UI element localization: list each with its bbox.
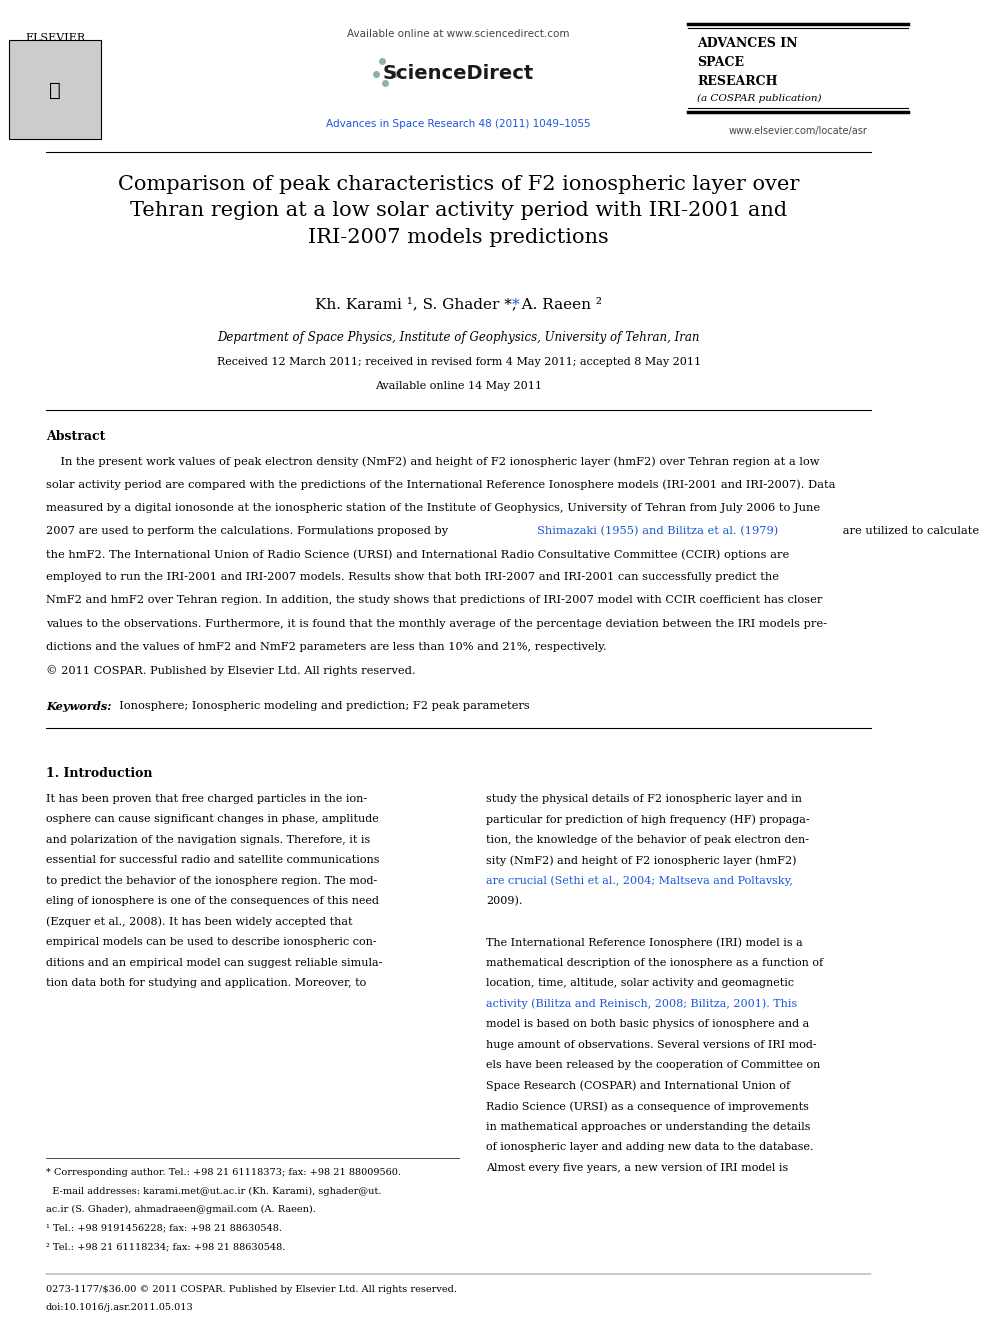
Text: ditions and an empirical model can suggest reliable simula-: ditions and an empirical model can sugge… xyxy=(46,958,382,968)
Text: ELSEVIER: ELSEVIER xyxy=(25,33,85,44)
Text: are utilized to calculate: are utilized to calculate xyxy=(839,525,979,536)
Text: Comparison of peak characteristics of F2 ionospheric layer over
Tehran region at: Comparison of peak characteristics of F2… xyxy=(118,175,800,246)
Text: the hmF2. The International Union of Radio Science (URSI) and International Radi: the hmF2. The International Union of Rad… xyxy=(46,549,789,560)
Text: * Corresponding author. Tel.: +98 21 61118373; fax: +98 21 88009560.: * Corresponding author. Tel.: +98 21 611… xyxy=(46,1168,401,1177)
Text: ADVANCES IN: ADVANCES IN xyxy=(697,37,798,50)
Text: dictions and the values of hmF2 and NmF2 parameters are less than 10% and 21%, r: dictions and the values of hmF2 and NmF2… xyxy=(46,642,607,652)
Text: empirical models can be used to describe ionospheric con-: empirical models can be used to describe… xyxy=(46,938,377,947)
Text: ScienceDirect: ScienceDirect xyxy=(383,64,535,82)
Text: are crucial (Sethi et al., 2004; Maltseva and Poltavsky,: are crucial (Sethi et al., 2004; Maltsev… xyxy=(486,876,793,886)
Text: eling of ionosphere is one of the consequences of this need: eling of ionosphere is one of the conseq… xyxy=(46,897,379,906)
Text: els have been released by the cooperation of Committee on: els have been released by the cooperatio… xyxy=(486,1061,820,1070)
Text: measured by a digital ionosonde at the ionospheric station of the Institute of G: measured by a digital ionosonde at the i… xyxy=(46,503,820,513)
Text: (Ezquer et al., 2008). It has been widely accepted that: (Ezquer et al., 2008). It has been widel… xyxy=(46,917,352,927)
Text: Available online 14 May 2011: Available online 14 May 2011 xyxy=(375,381,542,392)
Text: activity (Bilitza and Reinisch, 2008; Bilitza, 2001). This: activity (Bilitza and Reinisch, 2008; Bi… xyxy=(486,999,798,1009)
Text: 2009).: 2009). xyxy=(486,897,523,906)
Text: Available online at www.sciencedirect.com: Available online at www.sciencedirect.co… xyxy=(347,29,569,40)
Text: 1. Introduction: 1. Introduction xyxy=(46,767,153,781)
Text: Department of Space Physics, Institute of Geophysics, University of Tehran, Iran: Department of Space Physics, Institute o… xyxy=(217,331,700,344)
Text: Abstract: Abstract xyxy=(46,430,105,443)
Text: Ionosphere; Ionospheric modeling and prediction; F2 peak parameters: Ionosphere; Ionospheric modeling and pre… xyxy=(112,701,530,712)
Text: E-mail addresses: karami.met@ut.ac.ir (Kh. Karami), sghader@ut.: E-mail addresses: karami.met@ut.ac.ir (K… xyxy=(46,1187,381,1196)
Text: Shimazaki (1955) and Bilitza et al. (1979): Shimazaki (1955) and Bilitza et al. (197… xyxy=(537,525,778,536)
Text: employed to run the IRI-2001 and IRI-2007 models. Results show that both IRI-200: employed to run the IRI-2001 and IRI-200… xyxy=(46,572,779,582)
Text: mathematical description of the ionosphere as a function of: mathematical description of the ionosphe… xyxy=(486,958,823,968)
Text: It has been proven that free charged particles in the ion-: It has been proven that free charged par… xyxy=(46,794,367,804)
Text: values to the observations. Furthermore, it is found that the monthly average of: values to the observations. Furthermore,… xyxy=(46,619,827,628)
Text: tion, the knowledge of the behavior of peak electron den-: tion, the knowledge of the behavior of p… xyxy=(486,835,809,845)
Text: RESEARCH: RESEARCH xyxy=(697,75,778,89)
Text: huge amount of observations. Several versions of IRI mod-: huge amount of observations. Several ver… xyxy=(486,1040,816,1050)
Text: NmF2 and hmF2 over Tehran region. In addition, the study shows that predictions : NmF2 and hmF2 over Tehran region. In add… xyxy=(46,595,822,606)
Text: sity (NmF2) and height of F2 ionospheric layer (hmF2): sity (NmF2) and height of F2 ionospheric… xyxy=(486,856,797,865)
Text: tion data both for studying and application. Moreover, to: tion data both for studying and applicat… xyxy=(46,979,366,988)
Text: The International Reference Ionosphere (IRI) model is a: The International Reference Ionosphere (… xyxy=(486,938,803,947)
Text: In the present work values of peak electron density (NmF2) and height of F2 iono: In the present work values of peak elect… xyxy=(46,456,819,467)
Text: to predict the behavior of the ionosphere region. The mod-: to predict the behavior of the ionospher… xyxy=(46,876,377,886)
Text: 2007 are used to perform the calculations. Formulations proposed by: 2007 are used to perform the calculation… xyxy=(46,525,451,536)
Text: ² Tel.: +98 21 61118234; fax: +98 21 88630548.: ² Tel.: +98 21 61118234; fax: +98 21 886… xyxy=(46,1242,286,1252)
Text: of ionospheric layer and adding new data to the database.: of ionospheric layer and adding new data… xyxy=(486,1143,813,1152)
Text: Keywords:: Keywords: xyxy=(46,701,111,712)
Text: Kh. Karami ¹, S. Ghader *, A. Raeen ²: Kh. Karami ¹, S. Ghader *, A. Raeen ² xyxy=(315,298,602,312)
Text: ¹ Tel.: +98 9191456228; fax: +98 21 88630548.: ¹ Tel.: +98 9191456228; fax: +98 21 8863… xyxy=(46,1224,282,1233)
Text: © 2011 COSPAR. Published by Elsevier Ltd. All rights reserved.: © 2011 COSPAR. Published by Elsevier Ltd… xyxy=(46,664,416,676)
Text: Advances in Space Research 48 (2011) 1049–1055: Advances in Space Research 48 (2011) 104… xyxy=(326,119,591,130)
Text: Received 12 March 2011; received in revised form 4 May 2011; accepted 8 May 2011: Received 12 March 2011; received in revi… xyxy=(216,357,700,368)
Text: Almost every five years, a new version of IRI model is: Almost every five years, a new version o… xyxy=(486,1163,789,1174)
FancyBboxPatch shape xyxy=(9,40,101,139)
Text: www.elsevier.com/locate/asr: www.elsevier.com/locate/asr xyxy=(728,126,867,136)
Text: ac.ir (S. Ghader), ahmadraeen@gmail.com (A. Raeen).: ac.ir (S. Ghader), ahmadraeen@gmail.com … xyxy=(46,1205,315,1215)
Text: doi:10.1016/j.asr.2011.05.013: doi:10.1016/j.asr.2011.05.013 xyxy=(46,1303,193,1312)
Text: location, time, altitude, solar activity and geomagnetic: location, time, altitude, solar activity… xyxy=(486,979,795,988)
Text: solar activity period are compared with the predictions of the International Ref: solar activity period are compared with … xyxy=(46,480,835,490)
Text: study the physical details of F2 ionospheric layer and in: study the physical details of F2 ionosph… xyxy=(486,794,803,804)
Text: (a COSPAR publication): (a COSPAR publication) xyxy=(697,94,821,103)
Text: and polarization of the navigation signals. Therefore, it is: and polarization of the navigation signa… xyxy=(46,835,370,845)
Text: Space Research (COSPAR) and International Union of: Space Research (COSPAR) and Internationa… xyxy=(486,1081,791,1091)
Text: particular for prediction of high frequency (HF) propaga-: particular for prediction of high freque… xyxy=(486,815,809,824)
Text: osphere can cause significant changes in phase, amplitude: osphere can cause significant changes in… xyxy=(46,815,379,824)
Text: model is based on both basic physics of ionosphere and a: model is based on both basic physics of … xyxy=(486,1020,809,1029)
Text: SPACE: SPACE xyxy=(697,56,744,69)
Text: *: * xyxy=(512,298,520,312)
Text: essential for successful radio and satellite communications: essential for successful radio and satel… xyxy=(46,856,379,865)
Text: 🌲: 🌲 xyxy=(50,81,61,99)
Text: Radio Science (URSI) as a consequence of improvements: Radio Science (URSI) as a consequence of… xyxy=(486,1101,809,1111)
Text: in mathematical approaches or understanding the details: in mathematical approaches or understand… xyxy=(486,1122,810,1132)
Text: 0273-1177/$36.00 © 2011 COSPAR. Published by Elsevier Ltd. All rights reserved.: 0273-1177/$36.00 © 2011 COSPAR. Publishe… xyxy=(46,1285,457,1294)
